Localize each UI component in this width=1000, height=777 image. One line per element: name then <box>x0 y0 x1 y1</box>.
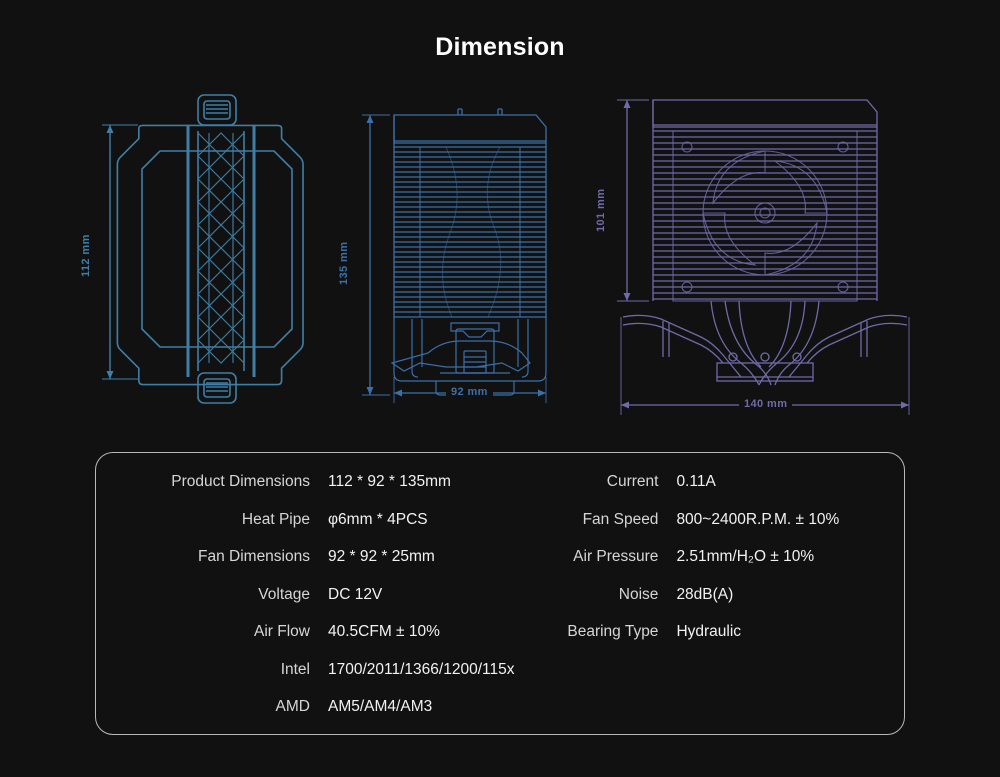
side-view-width-label: 140 mm <box>739 398 793 410</box>
specifications-card: Product Dimensions 112 * 92 * 135mm Heat… <box>95 452 905 735</box>
page-title: Dimension <box>435 33 565 61</box>
spec-label: Bearing Type <box>567 623 659 640</box>
technical-drawings: 112 mm <box>0 85 1000 445</box>
spec-row: Air Pressure 2.51mm/H₂O ± 10% <box>516 548 880 586</box>
spec-value: 92 * 92 * 25mm <box>328 548 435 565</box>
spec-column-right: Current 0.11A Fan Speed 800~2400R.P.M. ±… <box>516 473 880 716</box>
spec-label: Product Dimensions <box>171 473 310 490</box>
front-view-drawing: 135 mm 92 mm <box>338 85 600 415</box>
spec-value: AM5/AM4/AM3 <box>328 698 433 715</box>
spec-row: Intel 1700/2011/1366/1200/115x <box>120 661 516 699</box>
spec-label: Air Pressure <box>573 548 659 565</box>
spec-label: Air Flow <box>254 623 310 640</box>
spec-label: Fan Speed <box>582 510 659 528</box>
spec-row: Air Flow 40.5CFM ± 10% <box>120 623 516 661</box>
front-view-height-label: 135 mm <box>338 241 350 285</box>
spec-label: Heat Pipe <box>241 510 310 528</box>
side-view-height-label: 101 mm <box>595 188 607 232</box>
spec-label: Current <box>606 473 659 490</box>
spec-row: Product Dimensions 112 * 92 * 135mm <box>120 473 516 511</box>
spec-label: Intel <box>280 660 310 678</box>
spec-row: Heat Pipe φ6mm * 4PCS <box>120 511 516 549</box>
spec-row: Current 0.11A <box>516 473 880 511</box>
spec-value: 28dB(A) <box>676 585 734 603</box>
spec-row: Fan Dimensions 92 * 92 * 25mm <box>120 548 516 586</box>
spec-row: Bearing Type Hydraulic <box>516 623 880 661</box>
spec-label: AMD <box>275 698 310 715</box>
spec-value: Hydraulic <box>676 623 742 640</box>
front-view-width-label: 92 mm <box>446 386 493 398</box>
spec-label: Voltage <box>258 585 310 603</box>
spec-column-left: Product Dimensions 112 * 92 * 135mm Heat… <box>120 473 516 716</box>
spec-row: Noise 28dB(A) <box>516 586 880 624</box>
spec-label: Noise <box>618 585 659 603</box>
spec-value: 800~2400R.P.M. ± 10% <box>676 510 840 528</box>
spec-value: 112 * 92 * 135mm <box>328 473 451 490</box>
spec-value: 40.5CFM ± 10% <box>328 623 440 640</box>
spec-row: Fan Speed 800~2400R.P.M. ± 10% <box>516 511 880 549</box>
side-view-drawing: 101 mm 140 mm <box>595 85 925 435</box>
spec-value: 1700/2011/1366/1200/115x <box>328 660 515 678</box>
spec-label: Fan Dimensions <box>198 548 310 565</box>
spec-value: 0.11A <box>676 473 716 490</box>
spec-value: φ6mm * 4PCS <box>328 510 428 528</box>
spec-value: 2.51mm/H₂O ± 10% <box>676 548 815 565</box>
spec-value: DC 12V <box>328 585 383 603</box>
spec-row: Voltage DC 12V <box>120 586 516 624</box>
spec-row: AMD AM5/AM4/AM3 <box>120 698 516 736</box>
top-view-drawing: 112 mm <box>80 85 340 405</box>
top-view-height-label: 112 mm <box>80 234 92 277</box>
